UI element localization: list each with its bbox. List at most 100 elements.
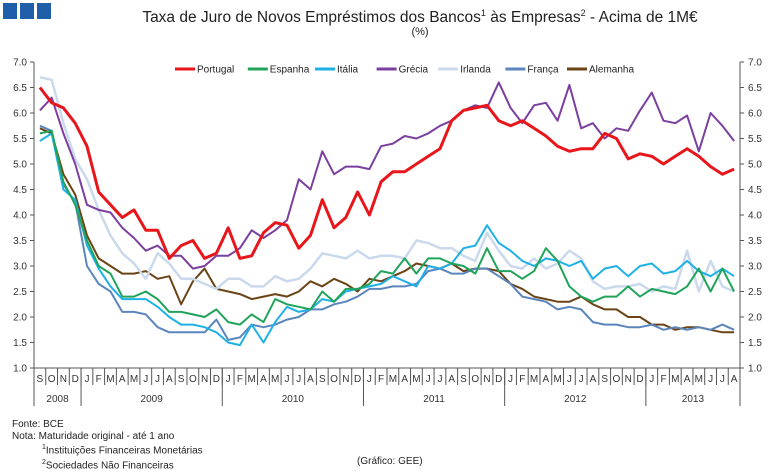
x-tick-label-month: J [649, 374, 654, 385]
y-tick-label-right: 7.0 [748, 58, 762, 69]
y-tick-label-right: 1.5 [748, 338, 762, 349]
series-line-portugal [38, 86, 735, 260]
legend-label: Irlanda [460, 65, 491, 76]
x-tick-label-month: S [601, 374, 608, 385]
x-tick-label-month: S [178, 374, 185, 385]
x-tick-label-month: O [330, 374, 338, 385]
x-tick-label-month: J [367, 374, 372, 385]
y-tick-label-right: 6.0 [748, 109, 762, 120]
x-tick-label-month: M [248, 374, 256, 385]
x-tick-label-month: J [296, 374, 301, 385]
x-tick-label-month: M [389, 374, 397, 385]
legend-label: Espanha [270, 65, 310, 76]
y-tick-label-left: 1.0 [13, 364, 27, 375]
title-text: Taxa de Juro de Novos Empréstimos dos Ba… [142, 9, 481, 27]
x-tick-label-month: J [84, 374, 89, 385]
y-tick-label-left: 2.0 [13, 313, 27, 324]
footnote-2: 2Sociedades Não Financeiras [12, 457, 203, 472]
x-tick-label-month: A [401, 374, 408, 385]
y-tick-label-right: 4.0 [748, 211, 762, 222]
x-tick-label-month: N [625, 374, 632, 385]
x-tick-label-month: J [226, 374, 231, 385]
x-tick-label-month: A [166, 374, 173, 385]
x-tick-label-year: 2009 [141, 394, 164, 405]
series-line-frança [39, 124, 735, 341]
logo [3, 3, 51, 19]
x-tick-label-month: F [96, 374, 102, 385]
y-tick-label-left: 4.0 [13, 211, 27, 222]
x-tick-label-month: J [508, 374, 513, 385]
y-tick-label-right: 1.0 [748, 364, 762, 375]
x-tick-label-month: J [143, 374, 148, 385]
x-tick-label-month: A [684, 374, 691, 385]
y-tick-label-left: 7.0 [13, 58, 27, 69]
x-tick-label-month: M [106, 374, 114, 385]
x-tick-label-month: J [708, 374, 713, 385]
legend-label: Itália [337, 65, 359, 76]
source-note: Fonte: BCE [12, 419, 64, 430]
x-tick-label-month: A [119, 374, 126, 385]
y-tick-label-right: 3.5 [748, 236, 762, 247]
x-tick-label-month: S [319, 374, 326, 385]
y-tick-label-left: 1.5 [13, 338, 27, 349]
y-tick-label-left: 3.0 [13, 262, 27, 273]
y-tick-label-right: 5.0 [748, 160, 762, 171]
x-tick-label-month: J [437, 374, 442, 385]
footnotes: Fonte: BCE Nota: Maturidade original - a… [12, 419, 203, 472]
title-sup1: 1 [480, 8, 486, 18]
series-line-grécia [39, 81, 735, 270]
x-tick-label-year: 2010 [282, 394, 305, 405]
x-tick-label-month: D [213, 374, 220, 385]
x-tick-label-month: J [567, 374, 572, 385]
y-tick-label-left: 6.0 [13, 109, 27, 120]
x-tick-label-month: O [48, 374, 56, 385]
legend-label: Portugal [197, 65, 234, 76]
x-tick-label-month: O [471, 374, 479, 385]
x-tick-label-month: D [354, 374, 361, 385]
x-tick-label-month: N [201, 374, 208, 385]
chart-title: Taxa de Juro de Novos Empréstimos dos Ba… [0, 8, 772, 27]
y-tick-label-right: 5.5 [748, 134, 762, 145]
x-tick-label-month: M [671, 374, 679, 385]
title-sup2: 2 [580, 8, 586, 18]
footnote-2-mark: 2 [42, 458, 46, 466]
y-tick-label-left: 5.5 [13, 134, 27, 145]
x-tick-label-month: N [342, 374, 349, 385]
x-tick-label-year: 2012 [564, 394, 587, 405]
x-tick-label-month: M [695, 374, 703, 385]
legend-label: França [527, 65, 559, 76]
x-tick-label-month: J [155, 374, 160, 385]
x-tick-label-month: J [426, 374, 431, 385]
y-tick-label-right: 3.0 [748, 262, 762, 273]
x-tick-label-month: F [519, 374, 525, 385]
chart-subtitle: (%) [411, 26, 429, 38]
x-tick-label-month: A [448, 374, 455, 385]
footnote-1-mark: 1 [42, 444, 46, 451]
x-tick-label-month: M [530, 374, 538, 385]
y-tick-label-left: 5.0 [13, 160, 27, 171]
x-tick-label-month: N [483, 374, 490, 385]
x-tick-label-month: M [412, 374, 420, 385]
y-tick-label-right: 2.0 [748, 313, 762, 324]
x-tick-label-month: A [307, 374, 314, 385]
maturity-note: Nota: Maturidade original - até 1 ano [12, 430, 175, 442]
x-tick-label-month: M [553, 374, 561, 385]
x-tick-label-month: J [579, 374, 584, 385]
x-tick-label-month: N [60, 374, 67, 385]
x-tick-label-month: F [237, 374, 243, 385]
title-text-mid: às Empresas [485, 9, 581, 27]
x-tick-label-year: 2008 [46, 394, 69, 405]
y-tick-label-left: 6.5 [13, 83, 27, 94]
footnote-1: 1Instituições Financeiras Monetárias [12, 442, 203, 457]
x-tick-label-month: D [72, 374, 79, 385]
y-tick-label-right: 2.5 [748, 287, 762, 298]
x-tick-label-month: O [189, 374, 197, 385]
x-tick-label-year: 2011 [423, 394, 445, 405]
series-line-itália [39, 132, 735, 347]
chart-credit: (Gráfico: GEE) [357, 456, 423, 467]
x-tick-label-month: O [613, 374, 621, 385]
title-text-end: - Acima de 1M€ [585, 9, 698, 27]
x-tick-label-month: D [636, 374, 643, 385]
x-tick-label-month: J [284, 374, 289, 385]
